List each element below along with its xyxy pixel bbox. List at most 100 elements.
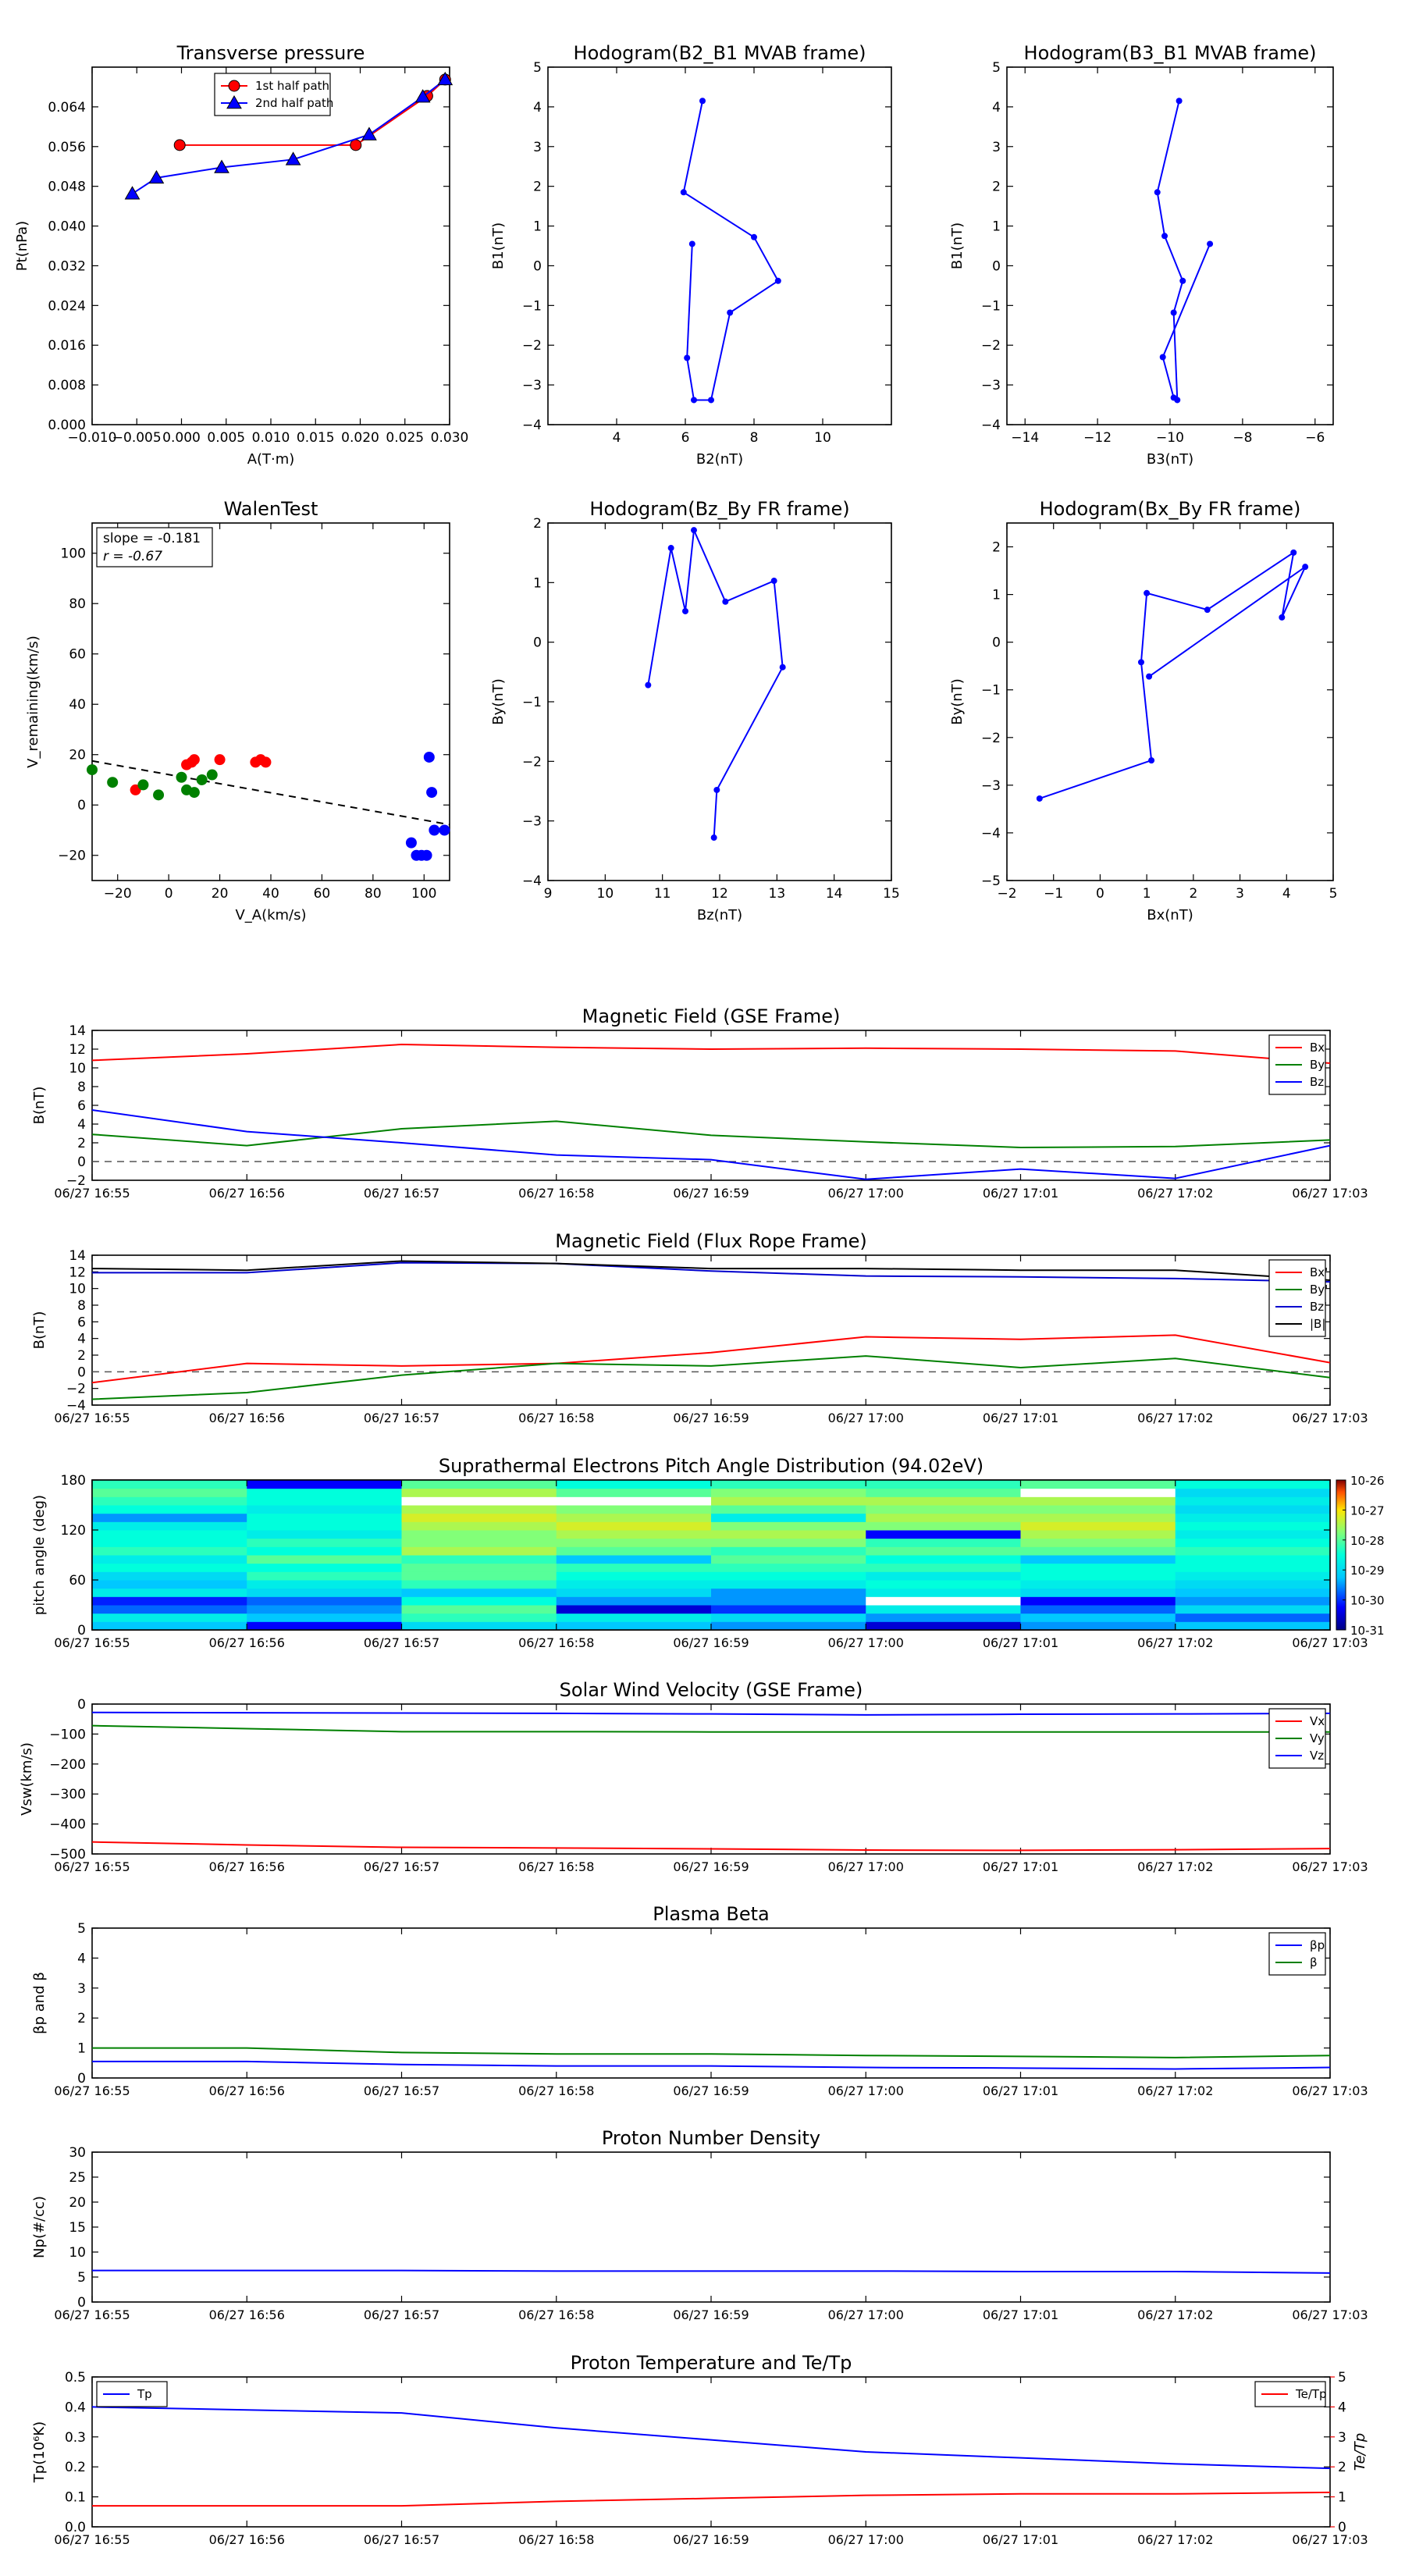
- x-tick-label: 06/27 16:57: [364, 2083, 439, 2098]
- x-tick-label: 06/27 16:59: [673, 2083, 749, 2098]
- x-tick-label: 0.005: [207, 430, 245, 446]
- heatmap-cell: [401, 1496, 557, 1506]
- plot-frame: [547, 522, 892, 881]
- data-point: [350, 139, 362, 151]
- legend-label: 2nd half path: [255, 96, 333, 110]
- heatmap-cell: [1175, 1521, 1331, 1531]
- x-tick-label: 06/27 17:00: [828, 2532, 904, 2547]
- data-point: [214, 159, 229, 173]
- legend-label: 1st half path: [255, 79, 329, 93]
- x-tick-label: 06/27 16:55: [54, 1859, 130, 1874]
- y-tick-label: −2: [522, 754, 542, 770]
- x-tick-label: 06/27 17:03: [1292, 2083, 1368, 2098]
- x-tick-label: 12: [711, 886, 728, 902]
- y-tick-label: 15: [69, 2220, 86, 2236]
- chart-h2: Hodogram(B3_B1 MVAB frame)−4−3−2−1012345…: [949, 42, 1334, 468]
- heatmap-cell: [247, 1546, 402, 1556]
- data-point: [429, 824, 440, 836]
- y-tick-label: 0.2: [65, 2460, 86, 2475]
- heatmap-cell: [1175, 1580, 1331, 1589]
- heatmap-cell: [556, 1588, 712, 1597]
- chart-title: Hodogram(B3_B1 MVAB frame): [1024, 42, 1317, 64]
- x-tick-label: 06/27 17:01: [983, 2307, 1058, 2322]
- chart-title: Plasma Beta: [653, 1903, 769, 1925]
- x-tick-label: 06/27 16:59: [673, 1186, 749, 1201]
- heatmap-cell: [401, 1555, 557, 1564]
- data-point: [699, 98, 706, 105]
- y-tick-label: 0: [992, 258, 1001, 274]
- x-tick-label: 06/27 17:03: [1292, 2307, 1368, 2322]
- heatmap-cell: [92, 1596, 247, 1606]
- y-axis-label: βp and β: [31, 1972, 48, 2034]
- heatmap-cell: [1020, 1588, 1176, 1597]
- y-tick-label: 0.3: [65, 2430, 86, 2446]
- y-tick-label: 20: [69, 2195, 86, 2211]
- y-tick-label: 2: [992, 540, 1001, 556]
- heatmap-cell: [866, 1488, 1021, 1497]
- data-point: [148, 169, 165, 184]
- heatmap-cell: [711, 1605, 866, 1614]
- x-tick-label: 06/27 17:02: [1137, 1635, 1213, 1650]
- heatmap-cell: [401, 1488, 557, 1497]
- y-axis-label: Np(#/cc): [31, 2196, 48, 2258]
- colorbar-tick-label: 10-26: [1350, 1474, 1385, 1488]
- x-tick-label: 06/27 16:57: [364, 1859, 439, 1874]
- y-tick-label: −100: [49, 1727, 86, 1742]
- heatmap-cell: [711, 1496, 866, 1506]
- x-tick-label: 06/27 16:56: [209, 1411, 285, 1425]
- heatmap-cell: [711, 1480, 866, 1489]
- y-tick-label: 8: [77, 1080, 86, 1095]
- heatmap-cell: [247, 1621, 402, 1631]
- legend-label: By': [1310, 1283, 1328, 1297]
- heatmap-cell: [247, 1613, 402, 1622]
- x-tick-label: 06/27 16:57: [364, 1186, 439, 1201]
- heatmap-cell: [92, 1505, 247, 1514]
- heatmap-cell: [866, 1555, 1021, 1564]
- x-tick-label: 06/27 16:58: [518, 1859, 594, 1874]
- x-tick-label: −0.005: [112, 430, 162, 446]
- x-axis-label: B3(nT): [1147, 451, 1193, 468]
- heatmap-cell: [866, 1588, 1021, 1597]
- heatmap-cell: [556, 1480, 712, 1489]
- y-tick-label: 30: [69, 2145, 86, 2161]
- x-tick-label: −20: [104, 886, 132, 902]
- plot-frame: [91, 1703, 1331, 1855]
- colorbar-tick-label: 10-30: [1350, 1594, 1385, 1608]
- heatmap-cell: [401, 1538, 557, 1547]
- heatmap-cell: [401, 1480, 557, 1489]
- plot-frame: [91, 1030, 1331, 1181]
- data-point: [137, 779, 149, 791]
- heatmap-cell: [247, 1505, 402, 1514]
- x-tick-label: 60: [314, 886, 331, 902]
- series-group: [92, 1260, 1330, 1400]
- heatmap-cell: [92, 1588, 247, 1597]
- y-axis-label: B1(nT): [490, 222, 507, 269]
- y2-tick-label: 1: [1338, 2490, 1346, 2506]
- y-tick-label: 0: [77, 2071, 86, 2087]
- x-tick-label: 0.010: [252, 430, 290, 446]
- data-point: [708, 397, 714, 404]
- y-axis-label: Tp(10⁶K): [31, 2421, 48, 2483]
- y-tick-label: 2: [77, 2011, 86, 2026]
- y-tick-label: 0: [77, 2295, 86, 2311]
- series-line: [92, 2491, 1330, 2507]
- heatmap-cell: [711, 1505, 866, 1514]
- y-tick-label: 10: [69, 1282, 86, 1297]
- heatmap-cell: [711, 1513, 866, 1522]
- y-tick-label: −5: [981, 873, 1001, 889]
- heatmap-cell: [247, 1588, 402, 1597]
- chart-h1: Hodogram(B2_B1 MVAB frame) −4 −3 −2 −1 0 1 2 3 4 5…: [490, 42, 892, 468]
- y-tick-label: 0: [992, 635, 1001, 651]
- heatmap-cell: [1020, 1538, 1176, 1547]
- x-tick-label: 06/27 17:03: [1292, 1859, 1368, 1874]
- x-tick-label: 06/27 16:59: [673, 1635, 749, 1650]
- y-tick-label: −4: [522, 418, 542, 433]
- series-line: [92, 1043, 1330, 1064]
- y-tick-label: 5: [992, 60, 1001, 76]
- x-tick-label: 6: [681, 430, 690, 446]
- heatmap-cell: [711, 1546, 866, 1556]
- colorbar-tick-label: 10-28: [1350, 1534, 1385, 1548]
- y-tick-label: 5: [77, 1921, 86, 1937]
- data-point: [1290, 549, 1297, 556]
- y-tick-label: 2: [77, 1136, 86, 1151]
